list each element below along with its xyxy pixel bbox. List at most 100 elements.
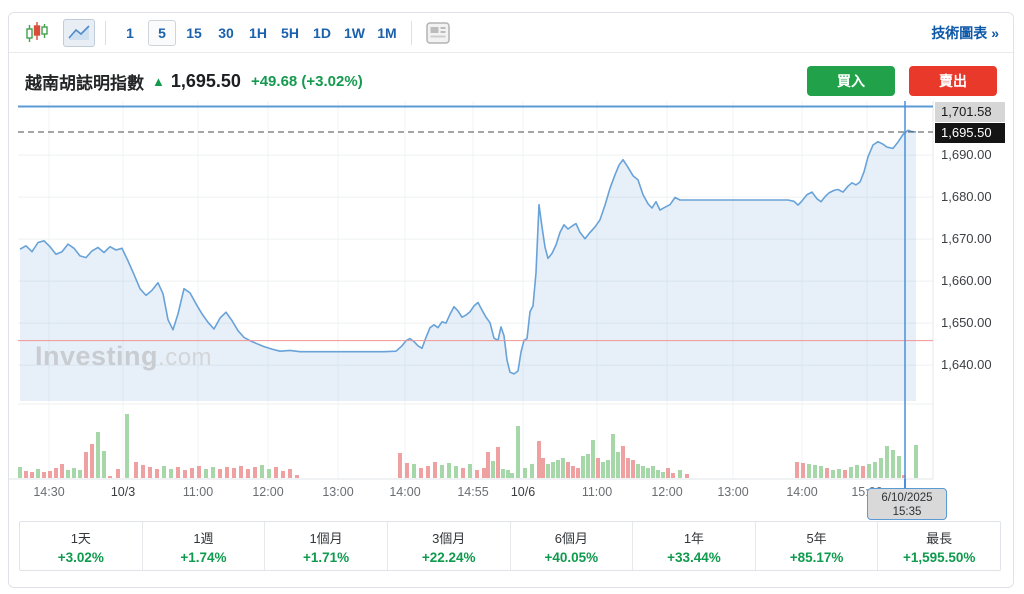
performance-cell-3個月[interactable]: 3個月 +22.24%: [386, 522, 510, 570]
candlestick-chart-icon[interactable]: [21, 19, 53, 47]
volume-bar: [897, 456, 901, 478]
technical-chart-link[interactable]: 技術圖表 »: [931, 24, 999, 41]
volume-bar: [176, 467, 180, 478]
performance-period-label: 1年: [683, 530, 705, 546]
tooltip-time: 15:35: [892, 506, 922, 518]
volume-bar: [197, 466, 201, 478]
volume-bar: [867, 464, 871, 478]
volume-bar: [873, 462, 877, 478]
last-price-badge: 1,695.50: [935, 123, 1005, 143]
volume-bar: [581, 456, 585, 478]
volume-bar: [54, 468, 58, 478]
volume-bar: [246, 469, 250, 478]
timeframe-button-15[interactable]: 15: [186, 24, 202, 41]
performance-period-value: +3.02%: [57, 549, 104, 565]
volume-bar: [190, 468, 194, 478]
sell-button[interactable]: 賣出: [909, 66, 997, 96]
y-axis-label: 1,690.00: [941, 147, 992, 163]
timeframe-button-5h[interactable]: 5H: [281, 24, 299, 41]
volume-bar: [596, 458, 600, 478]
volume-bar: [204, 469, 208, 478]
volume-bar: [506, 470, 510, 478]
performance-cell-1個月[interactable]: 1個月 +1.71%: [264, 522, 387, 570]
volume-bar: [211, 467, 215, 478]
chart-toolbar: 1 5 15 30 1H 5H 1D 1W 1M 技術圖表 »: [9, 13, 1013, 53]
volume-bar: [225, 467, 229, 478]
volume-bar: [60, 464, 64, 478]
volume-bar: [183, 470, 187, 478]
volume-bar: [281, 471, 285, 478]
performance-period-value: +1.74%: [180, 549, 227, 565]
volume-bar: [571, 466, 575, 478]
volume-bar: [440, 465, 444, 478]
volume-bar: [148, 467, 152, 478]
volume-bar: [621, 446, 625, 478]
volume-bar: [482, 468, 486, 478]
volume-bar: [90, 444, 94, 478]
x-axis-label: 12:00: [651, 485, 683, 499]
performance-period-value: +40.05%: [544, 549, 599, 565]
volume-bar: [295, 475, 299, 478]
volume-bar: [516, 426, 520, 478]
volume-bar: [837, 469, 841, 478]
y-axis-label: 1,680.00: [941, 189, 992, 205]
timeframe-button-5[interactable]: 5: [148, 19, 176, 46]
performance-period-label: 1個月: [309, 530, 343, 546]
timeframe-button-1h[interactable]: 1H: [249, 24, 267, 41]
performance-cell-1天[interactable]: 1天 +3.02%: [20, 522, 142, 570]
line-chart-icon-button[interactable]: [63, 18, 95, 47]
volume-bar: [807, 464, 811, 478]
timeframe-button-30[interactable]: 30: [218, 24, 234, 41]
volume-bar: [78, 470, 82, 478]
volume-bar: [601, 462, 605, 478]
performance-cell-1年[interactable]: 1年 +33.44%: [632, 522, 755, 570]
volume-bar: [546, 464, 550, 478]
up-arrow-icon: ▲: [152, 73, 165, 89]
performance-period-value: +1,595.50%: [902, 549, 976, 565]
volume-bar: [169, 469, 173, 478]
volume-bar: [84, 452, 88, 478]
tooltip-date: 6/10/2025: [881, 492, 933, 504]
volume-bar: [218, 469, 222, 478]
news-panel-icon-button[interactable]: [422, 19, 454, 47]
volume-bar: [530, 464, 534, 478]
volume-bar: [48, 471, 52, 478]
performance-cell-5年[interactable]: 5年 +85.17%: [754, 522, 878, 570]
volume-bar: [447, 463, 451, 478]
x-axis-label: 10/6: [510, 485, 536, 499]
toolbar-divider: [411, 20, 412, 45]
volume-bar: [891, 450, 895, 478]
price-chart[interactable]: Investing.com 1,701.58 1,695.50 1,690.00 1,…: [9, 101, 1013, 521]
chart-canvas[interactable]: [9, 101, 1013, 481]
volume-bar: [831, 470, 835, 478]
timeframe-button-1[interactable]: 1: [126, 24, 134, 41]
performance-period-label: 5年: [806, 530, 827, 546]
volume-bar: [288, 469, 292, 478]
candlestick-icon: [26, 21, 48, 42]
volume-bar: [671, 473, 675, 478]
performance-cell-最長[interactable]: 最長 +1,595.50%: [877, 522, 1000, 570]
volume-bar: [486, 452, 490, 478]
timeframe-button-1w[interactable]: 1W: [344, 24, 365, 41]
last-price: 1,695.50: [170, 70, 241, 91]
volume-bar: [496, 447, 500, 478]
volume-bar: [843, 470, 847, 478]
volume-bar: [537, 441, 541, 478]
volume-bar: [541, 458, 545, 478]
x-axis-label: 14:55: [457, 485, 489, 499]
x-axis-label: 10/3: [110, 485, 136, 499]
timeframe-button-1d[interactable]: 1D: [313, 24, 331, 41]
volume-bar: [849, 467, 853, 478]
performance-cell-6個月[interactable]: 6個月 +40.05%: [509, 522, 633, 570]
volume-bar: [125, 414, 129, 478]
volume-bar: [116, 469, 120, 478]
volume-bar: [461, 468, 465, 478]
performance-cell-1週[interactable]: 1週 +1.74%: [141, 522, 265, 570]
toolbar-divider: [105, 20, 106, 45]
volume-bar: [861, 466, 865, 478]
volume-bar: [426, 466, 430, 478]
x-axis-label: 14:00: [786, 485, 818, 499]
buy-button[interactable]: 買入: [807, 66, 895, 96]
volume-bar: [666, 468, 670, 478]
timeframe-button-1m[interactable]: 1M: [377, 24, 397, 41]
